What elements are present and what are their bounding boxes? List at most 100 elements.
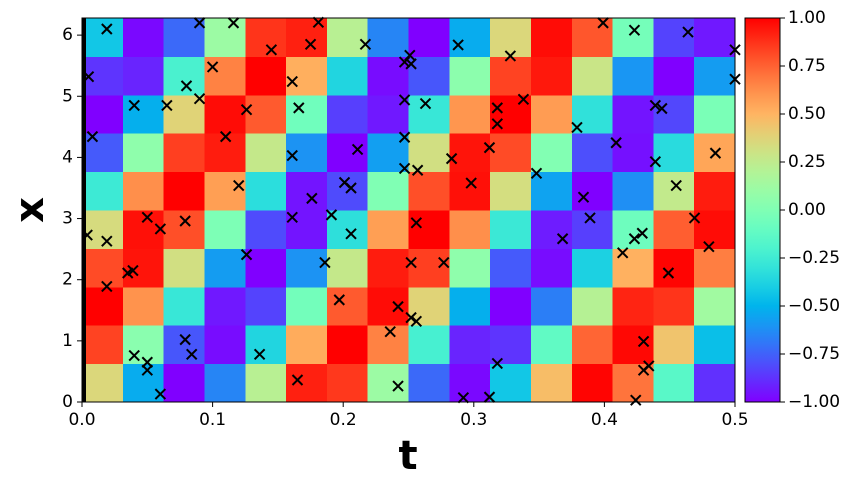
colorbar-tick-label: −0.50 bbox=[788, 296, 840, 316]
collocation-point bbox=[227, 17, 240, 29]
collocation-point bbox=[351, 143, 364, 156]
heatmap-cell bbox=[326, 94, 369, 134]
heatmap-cell bbox=[530, 94, 573, 134]
heatmap-cell bbox=[82, 286, 124, 326]
heatmap-cell bbox=[163, 133, 205, 173]
y-tick-label: 0 bbox=[62, 392, 73, 412]
collocation-point bbox=[398, 94, 411, 106]
collocation-point bbox=[253, 348, 266, 361]
heatmap-cell bbox=[286, 363, 328, 403]
colorbar-tick-label: 0.50 bbox=[788, 104, 826, 124]
heatmap-cell bbox=[367, 210, 409, 249]
heatmap-cell bbox=[449, 133, 491, 173]
heatmap-cell bbox=[122, 133, 165, 173]
heatmap-cell bbox=[286, 94, 328, 134]
collocation-point bbox=[597, 17, 609, 29]
heatmap-cell bbox=[490, 171, 532, 211]
heatmap-cell bbox=[367, 286, 409, 326]
heatmap-cell bbox=[326, 363, 369, 403]
heatmap-cell bbox=[530, 286, 573, 326]
heatmap-cell bbox=[694, 286, 736, 326]
collocation-point bbox=[517, 93, 530, 106]
collocation-point bbox=[161, 99, 173, 112]
heatmap-cell bbox=[204, 56, 246, 96]
heatmap-cell bbox=[449, 363, 491, 403]
collocation-point bbox=[410, 217, 423, 229]
collocation-point bbox=[154, 388, 167, 400]
heatmap-cell bbox=[530, 133, 573, 173]
heatmap-cell bbox=[571, 286, 614, 326]
collocation-point bbox=[141, 364, 154, 376]
heatmap-cell bbox=[204, 133, 246, 173]
collocation-point bbox=[703, 240, 715, 253]
initial-point-stripe bbox=[82, 18, 86, 402]
collocation-point bbox=[682, 26, 694, 38]
heatmap-cell bbox=[653, 286, 695, 326]
heatmap-cell bbox=[653, 18, 695, 57]
heatmap-cell bbox=[408, 248, 450, 288]
heatmap-cell bbox=[408, 210, 450, 249]
heatmap-cell bbox=[408, 325, 450, 365]
heatmap-cell bbox=[530, 56, 573, 96]
collocation-point bbox=[233, 179, 245, 192]
collocation-point bbox=[662, 267, 675, 279]
heatmap bbox=[82, 18, 736, 403]
y-tick-label: 2 bbox=[62, 270, 73, 290]
heatmap-cell bbox=[286, 325, 328, 365]
heatmap-cell bbox=[408, 171, 450, 211]
collocation-point bbox=[345, 182, 357, 194]
collocation-point bbox=[81, 229, 93, 241]
heatmap-cell bbox=[204, 325, 246, 365]
collocation-point bbox=[577, 191, 590, 203]
colorbar-tick-label: 1.00 bbox=[788, 8, 826, 28]
heatmap-cell bbox=[245, 56, 287, 96]
heatmap-cell bbox=[367, 56, 409, 96]
heatmap-cell bbox=[490, 363, 532, 403]
colorbar-tick-label: 0.25 bbox=[788, 152, 826, 172]
collocation-point bbox=[457, 392, 470, 404]
heatmap-cell bbox=[82, 171, 124, 211]
heatmap-cell bbox=[408, 18, 450, 57]
heatmap-cell bbox=[367, 363, 409, 403]
heatmap-cell bbox=[490, 56, 532, 96]
x-axis-title: t bbox=[398, 433, 417, 479]
heatmap-cell bbox=[122, 18, 165, 57]
heatmap-cell bbox=[612, 18, 654, 57]
heatmap-cell bbox=[571, 171, 614, 211]
heatmap-cell bbox=[82, 363, 124, 403]
heatmap-cell bbox=[82, 210, 124, 249]
collocation-point bbox=[688, 212, 701, 224]
collocation-point bbox=[637, 335, 650, 348]
heatmap-cell bbox=[367, 248, 409, 288]
collocation-point bbox=[206, 61, 219, 73]
heatmap-cell bbox=[694, 171, 736, 211]
collocation-point bbox=[265, 44, 278, 56]
heatmap-cell bbox=[449, 325, 491, 365]
heatmap-cell bbox=[122, 171, 165, 211]
collocation-point bbox=[304, 38, 317, 51]
y-tick-label: 1 bbox=[62, 331, 73, 351]
heatmap-cell bbox=[571, 133, 614, 173]
collocation-point bbox=[179, 215, 191, 227]
collocation-point bbox=[101, 23, 113, 35]
collocation-point bbox=[384, 325, 396, 338]
heatmap-cell bbox=[408, 56, 450, 96]
heatmap-cell bbox=[490, 286, 532, 326]
collocation-point bbox=[670, 179, 682, 192]
collocation-point bbox=[649, 155, 662, 168]
collocation-point bbox=[193, 93, 206, 105]
collocation-point bbox=[291, 374, 304, 386]
heatmap-cell bbox=[286, 210, 328, 249]
colorbar-tick-label: −1.00 bbox=[788, 392, 840, 412]
heatmap-cell bbox=[694, 56, 736, 96]
heatmap-cell bbox=[653, 56, 695, 96]
collocation-point bbox=[392, 380, 404, 392]
heatmap-cell bbox=[490, 18, 532, 57]
heatmap-cell bbox=[653, 210, 695, 249]
heatmap-cell bbox=[326, 56, 369, 96]
heatmap-cell bbox=[245, 94, 287, 134]
collocation-point bbox=[556, 233, 569, 245]
heatmap-cell bbox=[163, 248, 205, 288]
collocation-point bbox=[610, 137, 622, 149]
collocation-point bbox=[398, 131, 411, 143]
